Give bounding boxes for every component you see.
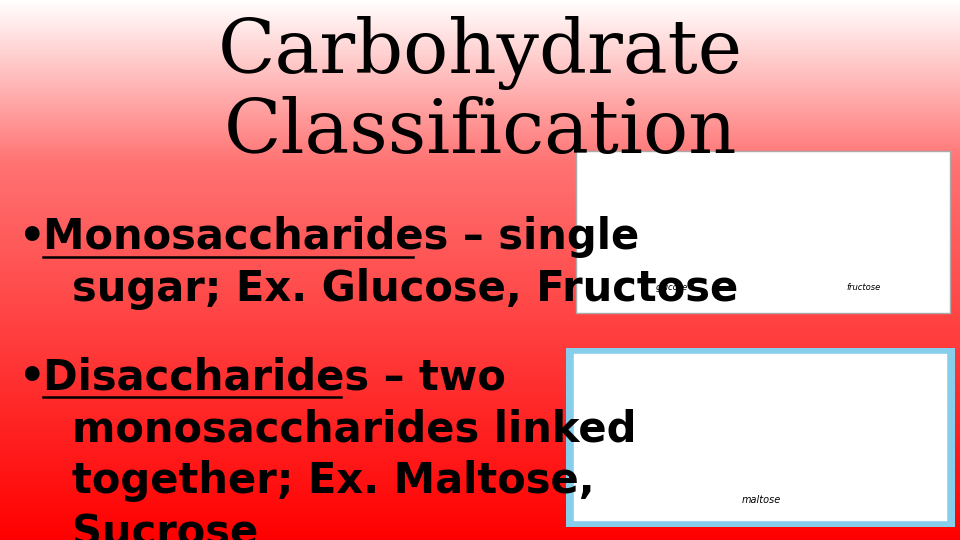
Text: maltose: maltose <box>741 495 780 505</box>
Text: Carbohydrate
Classification: Carbohydrate Classification <box>217 16 743 169</box>
Text: glucose: glucose <box>656 282 688 292</box>
Text: Disaccharides – two
  monosaccharides linked
  together; Ex. Maltose,
  Sucrose: Disaccharides – two monosaccharides link… <box>43 356 636 540</box>
Text: Monosaccharides – single
  sugar; Ex. Glucose, Fructose: Monosaccharides – single sugar; Ex. Gluc… <box>43 216 738 310</box>
Text: •: • <box>19 356 46 399</box>
Text: fructose: fructose <box>847 282 881 292</box>
Text: •: • <box>19 216 46 258</box>
Bar <box>576 151 950 313</box>
Bar <box>571 351 950 524</box>
Bar <box>566 348 955 526</box>
